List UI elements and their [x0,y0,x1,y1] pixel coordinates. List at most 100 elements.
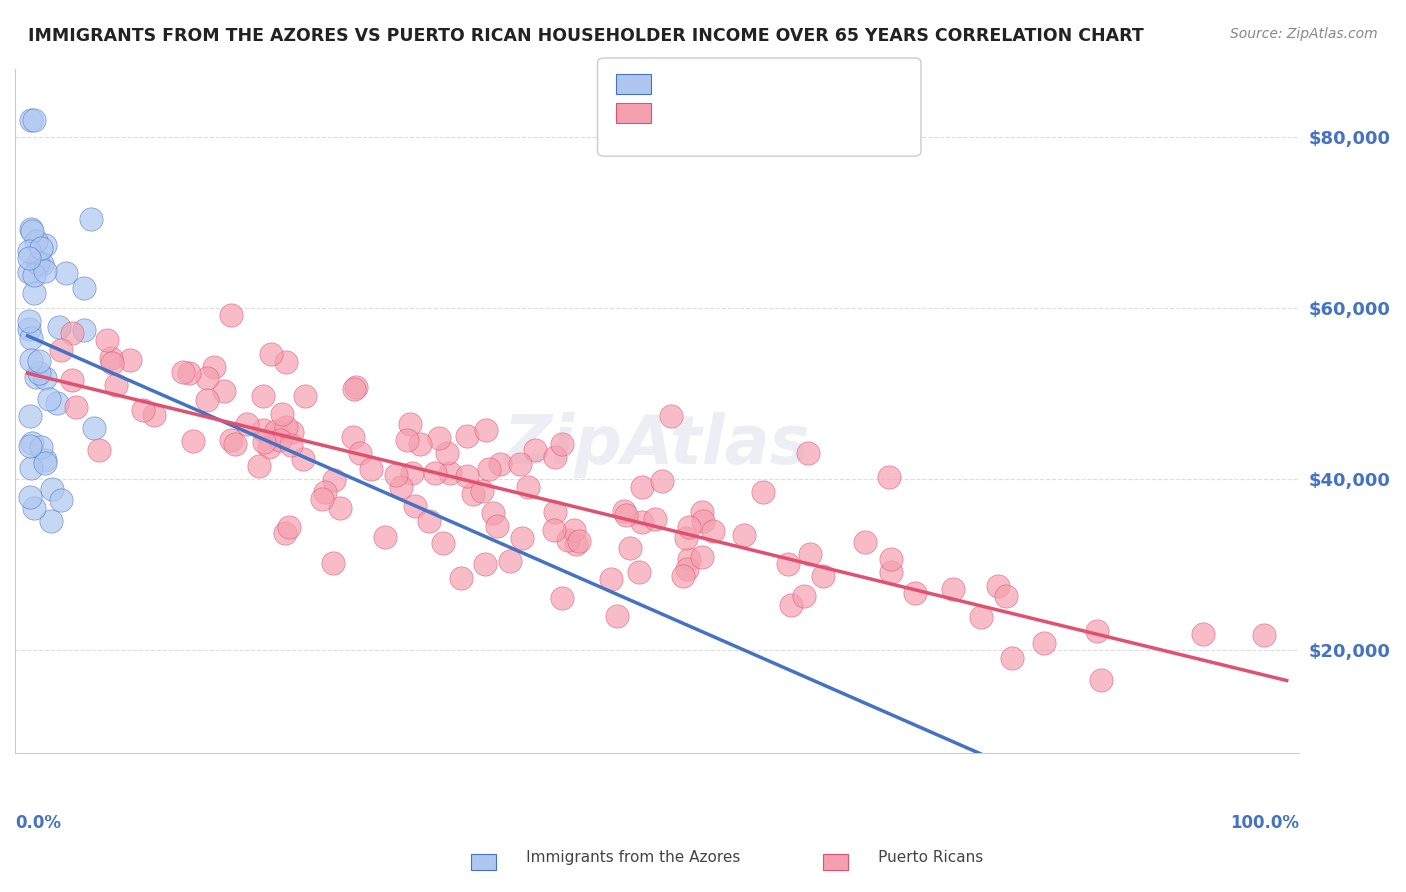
Text: 100.0%: 100.0% [1230,814,1299,832]
Point [481,506,503,520]
Point [177,367,200,381]
Point [619,541,641,556]
Point [219,433,242,447]
Point [39,514,62,528]
Point [692,515,714,529]
Point [280,425,302,439]
Point [544,505,567,519]
Point [273,525,295,540]
Point [235,417,257,431]
Point [45,395,67,409]
Point [877,470,900,484]
Point [21,435,44,450]
Point [329,500,352,515]
Point [21,224,44,238]
Point [796,446,818,460]
Point [20,222,42,236]
Point [28,366,51,380]
Point [18,314,41,328]
Point [409,437,432,451]
Point [384,467,406,482]
Point [551,437,574,451]
Point [25,234,48,248]
Point [360,462,382,476]
Point [904,586,927,600]
Point [374,530,396,544]
Point [425,467,447,481]
Point [516,480,538,494]
Point [18,252,41,266]
Point [432,535,454,549]
Point [49,343,72,357]
Point [799,547,821,561]
Text: Immigrants from the Azores: Immigrants from the Azores [492,850,741,865]
Point [24,112,46,127]
Text: 0.0%: 0.0% [15,814,60,832]
Point [880,566,903,580]
Point [260,346,283,360]
Point [322,556,344,570]
Point [879,552,901,566]
Point [793,589,815,603]
Point [644,512,666,526]
Point [34,456,56,470]
Point [651,475,673,489]
Point [672,568,695,582]
Point [600,572,623,586]
Text: R = -0.043  N=  43: R = -0.043 N= 43 [661,77,818,91]
Point [277,520,299,534]
Point [20,352,42,367]
Point [499,554,522,568]
Point [678,552,700,566]
Point [510,531,533,545]
Point [30,441,52,455]
Point [105,378,128,392]
Point [18,321,41,335]
Text: ZipAtlas: ZipAtlas [503,412,810,478]
Point [20,112,42,127]
Point [613,504,636,518]
Point [22,268,45,283]
Point [20,409,42,423]
Point [34,371,56,385]
Point [614,508,637,523]
Point [544,450,567,464]
Point [212,384,235,398]
Point [314,485,336,500]
Point [34,453,56,467]
Point [221,308,243,322]
Point [27,353,49,368]
Point [628,565,651,579]
Point [247,458,270,473]
Point [73,323,96,337]
Point [456,469,478,483]
Point [853,535,876,549]
Point [418,514,440,528]
Point [311,492,333,507]
Point [22,500,45,515]
Point [257,440,280,454]
Point [942,582,965,596]
Point [631,515,654,529]
Point [478,462,501,476]
Point [20,331,42,345]
Point [18,265,41,279]
Point [202,360,225,375]
Point [60,326,83,340]
Point [436,446,458,460]
Point [631,480,654,494]
Point [349,446,371,460]
Point [18,439,41,453]
Point [562,523,585,537]
Point [38,392,60,406]
Point [1192,627,1215,641]
Point [471,484,494,499]
Point [323,473,346,487]
Point [294,389,316,403]
Point [100,351,122,365]
Point [1090,673,1112,687]
Point [994,590,1017,604]
Point [776,557,799,571]
Point [678,520,700,534]
Point [811,569,834,583]
